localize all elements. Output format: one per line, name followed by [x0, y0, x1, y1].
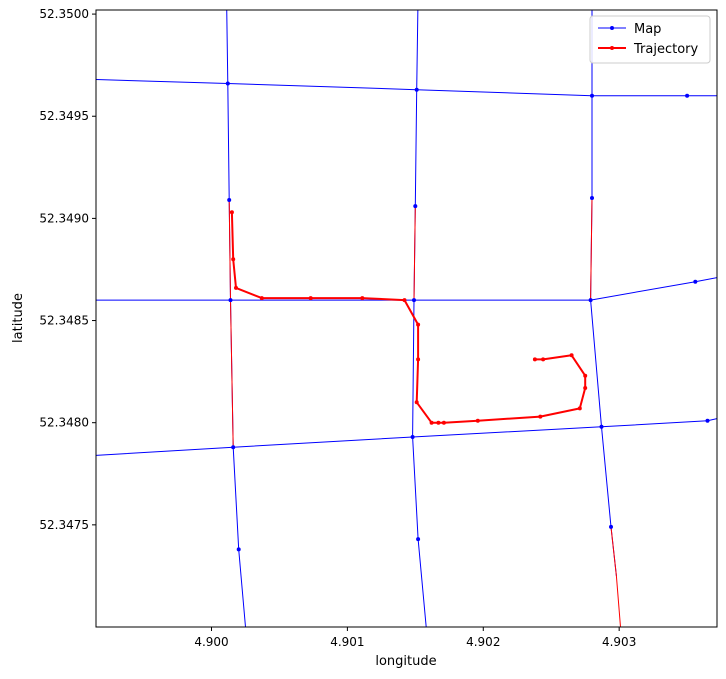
map-node-0: [225, 81, 230, 86]
x-axis-ticks: 4.900 4.901 4.902 4.903: [194, 627, 636, 649]
trajectory-point-14: [538, 414, 543, 419]
trajectory-point-15: [577, 406, 582, 411]
map-node-16: [416, 537, 421, 542]
y-tick-label: 52.3480: [39, 416, 89, 430]
trajectory-point-11: [436, 420, 441, 425]
map-node-9: [410, 435, 415, 439]
map-node-2: [590, 93, 594, 98]
map-node-4: [228, 298, 233, 303]
x-axis-label: longitude: [375, 654, 436, 669]
matched-segment-0: [228, 199, 231, 301]
legend-trajectory-label: Trajectory: [633, 42, 698, 57]
legend-map-label: Map: [634, 22, 661, 37]
x-tick-label: 4.902: [466, 635, 500, 649]
map-road-0: [96, 79, 717, 97]
map-node-17: [609, 524, 613, 529]
matched-segment-3: [590, 197, 593, 301]
trajectory-point-0: [229, 210, 234, 215]
map-node-13: [413, 204, 418, 209]
trajectory-point-3: [259, 296, 264, 301]
y-axis-ticks: 52.3475 52.3480 52.3485 52.3490 52.3495 52.35…: [39, 7, 96, 532]
map-node-1: [414, 87, 419, 92]
trajectory-point-1: [231, 257, 236, 262]
map-node-12: [227, 198, 232, 202]
map-node-10: [599, 424, 604, 429]
trajectory-point-12: [441, 420, 446, 425]
map-node-15: [236, 547, 241, 552]
plot-area: [96, 10, 717, 627]
trajectory-series: [229, 210, 588, 425]
trajectory-point-13: [475, 418, 480, 423]
trajectory-point-4: [308, 296, 313, 301]
map-node-7: [693, 279, 698, 284]
map-node-11: [705, 418, 710, 423]
trajectory-point-5: [360, 296, 365, 301]
x-tick-label: 4.903: [602, 635, 636, 649]
y-axis-label: latitude: [11, 293, 26, 343]
trajectory-point-20: [532, 357, 537, 362]
legend-map-marker: [610, 26, 614, 30]
trajectory-point-2: [234, 285, 238, 290]
trajectory-point-9: [414, 400, 419, 405]
trajectory-point-19: [541, 357, 546, 362]
map-node-3: [685, 93, 690, 98]
trajectory-point-7: [416, 322, 421, 327]
y-tick-label: 52.3500: [39, 7, 89, 21]
y-tick-label: 52.3495: [39, 109, 89, 123]
legend-trajectory-marker: [610, 46, 614, 50]
plot-frame: [95, 9, 718, 628]
trajectory-point-18: [569, 353, 574, 358]
y-tick-label: 52.3485: [39, 314, 89, 328]
map-node-14: [590, 196, 594, 200]
map-node-6: [588, 298, 593, 303]
y-tick-label: 52.3490: [39, 211, 89, 225]
matched-segment-1: [230, 300, 234, 448]
matched-segment-2: [413, 206, 416, 301]
map-road-1: [96, 277, 717, 301]
trajectory-point-17: [583, 373, 588, 378]
y-tick-label: 52.3475: [39, 518, 89, 532]
trajectory-point-16: [583, 386, 588, 390]
matched-segment-4: [610, 526, 621, 627]
x-tick-label: 4.900: [194, 635, 228, 649]
x-tick-label: 4.901: [330, 635, 364, 649]
trajectory-point-10: [429, 420, 434, 425]
map-node-8: [231, 445, 236, 450]
trajectory-point-6: [402, 298, 407, 303]
matched-road-segments: [228, 197, 621, 627]
map-nodes: [225, 81, 710, 552]
trajectory-point-8: [416, 357, 421, 362]
map-node-5: [412, 298, 416, 303]
legend: Map Trajectory: [589, 15, 711, 64]
